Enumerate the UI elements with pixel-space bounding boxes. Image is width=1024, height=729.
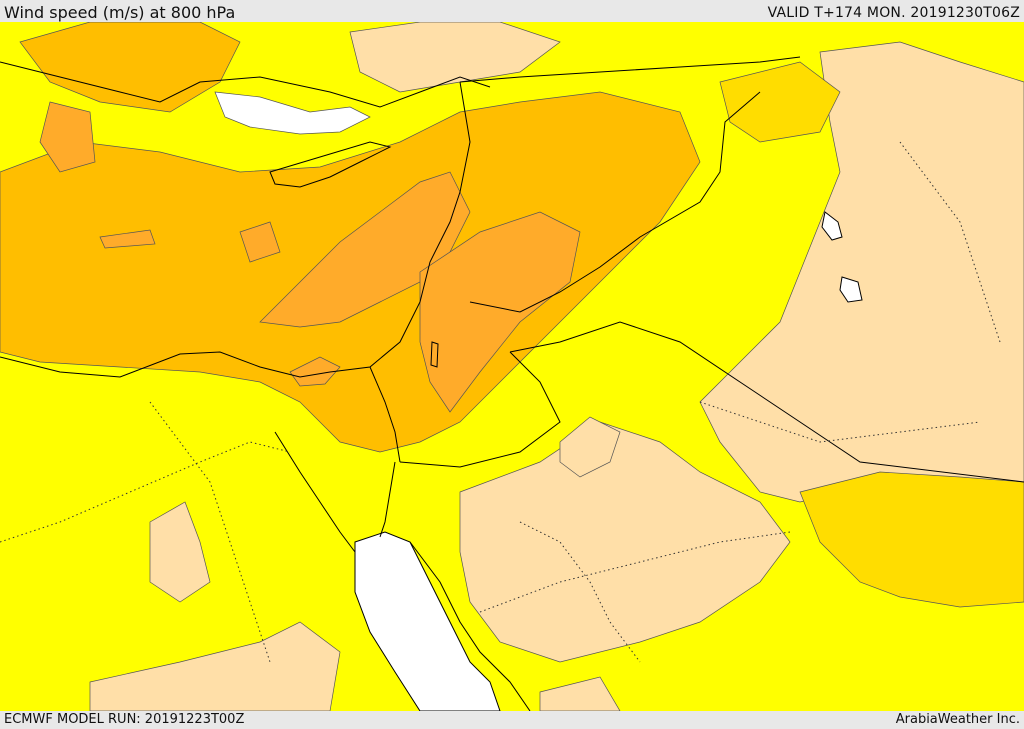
- dead-sea: [430, 341, 439, 368]
- border-sinai: [369, 366, 401, 463]
- light-wind-north: [349, 22, 561, 93]
- orange-core-jordan: [419, 211, 581, 413]
- map-title: Wind speed (m/s) at 800 hPa: [4, 3, 236, 22]
- gold-wind-east: [799, 471, 1024, 608]
- arabia-red-sea-coast: [409, 541, 531, 711]
- calm-area-iran-lake-2: [839, 276, 863, 303]
- border-iraq-syria: [469, 91, 761, 313]
- light-wind-east: [699, 41, 1024, 503]
- orange-core-egypt-coast: [289, 356, 341, 387]
- dotted-boundary-2: [479, 531, 791, 613]
- dotted-boundary-4: [899, 141, 1001, 343]
- turkey-coast: [0, 61, 491, 108]
- gulf-aqaba: [379, 461, 396, 538]
- valid-time: VALID T+174 MON. 20191230T06Z: [767, 5, 1020, 21]
- footer-bar: ECMWF MODEL RUN: 20191223T00Z ArabiaWeat…: [0, 711, 1024, 729]
- orange-core-central: [259, 171, 471, 328]
- border-turkey-syria: [459, 56, 801, 83]
- dotted-boundary-6: [519, 521, 641, 663]
- light-wind-sudan: [89, 621, 341, 711]
- light-wind-egypt: [149, 501, 211, 603]
- border-egypt-saudi: [399, 351, 561, 468]
- calm-area-iran-lake: [821, 211, 843, 241]
- orange-core-nw: [39, 101, 96, 173]
- cyprus: [269, 141, 392, 188]
- gold-wind-north: [719, 61, 841, 143]
- light-wind-arabia: [459, 421, 791, 663]
- orange-core-cyprus-west: [239, 221, 281, 263]
- credit-label: ArabiaWeather Inc.: [895, 712, 1020, 727]
- orange-core-sea: [99, 229, 156, 249]
- dotted-boundary-5: [149, 401, 271, 663]
- red-sea-gulf-suez: [274, 431, 356, 553]
- light-wind-saudi-south: [539, 676, 621, 711]
- wind-speed-map: [0, 22, 1024, 711]
- header-bar: Wind speed (m/s) at 800 hPa VALID T+174 …: [0, 0, 1024, 22]
- map-panel: [0, 22, 1024, 711]
- dotted-boundary-3: [699, 401, 981, 443]
- calm-area-turkey: [214, 91, 371, 135]
- light-wind-north-arabia: [559, 416, 621, 478]
- model-run-label: ECMWF MODEL RUN: 20191223T00Z: [4, 712, 245, 727]
- border-jordan-saudi: [509, 321, 1024, 483]
